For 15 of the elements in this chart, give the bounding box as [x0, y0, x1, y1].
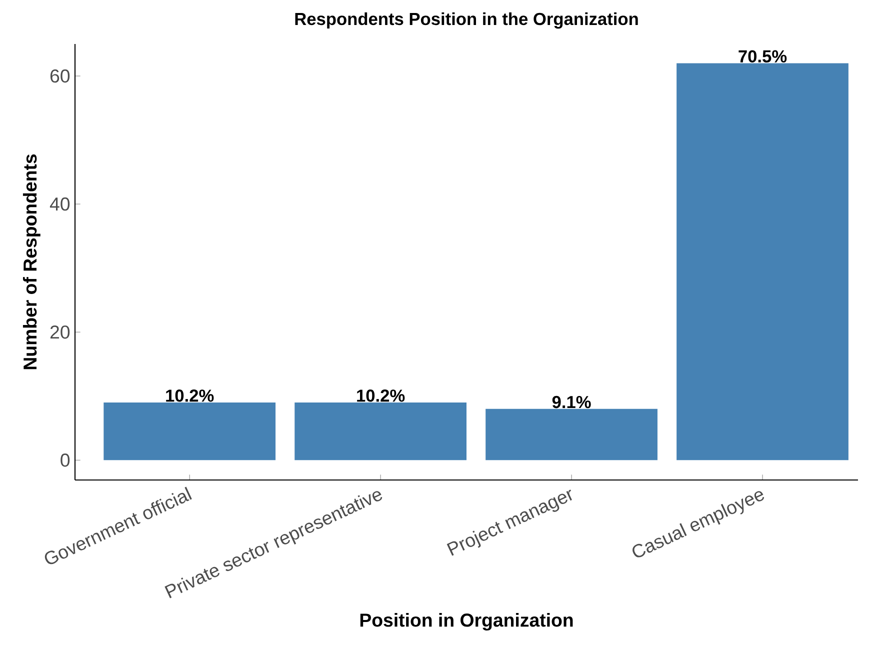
annotation: 10.2%	[357, 390, 405, 402]
y-tick-label: 20	[50, 325, 70, 339]
annotation: 9.1%	[552, 396, 591, 408]
y-tick-label: 0	[60, 454, 70, 467]
x-axis-title: Position in Organization	[360, 613, 573, 631]
chart-title: Respondents Position in the Organization	[295, 12, 638, 29]
annotation: 70.5%	[738, 50, 787, 62]
bar	[486, 408, 658, 460]
y-tick-label: 60	[50, 69, 70, 83]
bar	[104, 402, 276, 460]
bar	[294, 402, 466, 460]
bar	[676, 63, 848, 460]
y-tick-label: 40	[50, 197, 70, 211]
y-axis-title: Number of Respondents	[22, 154, 40, 370]
annotation: 10.2%	[166, 390, 214, 402]
